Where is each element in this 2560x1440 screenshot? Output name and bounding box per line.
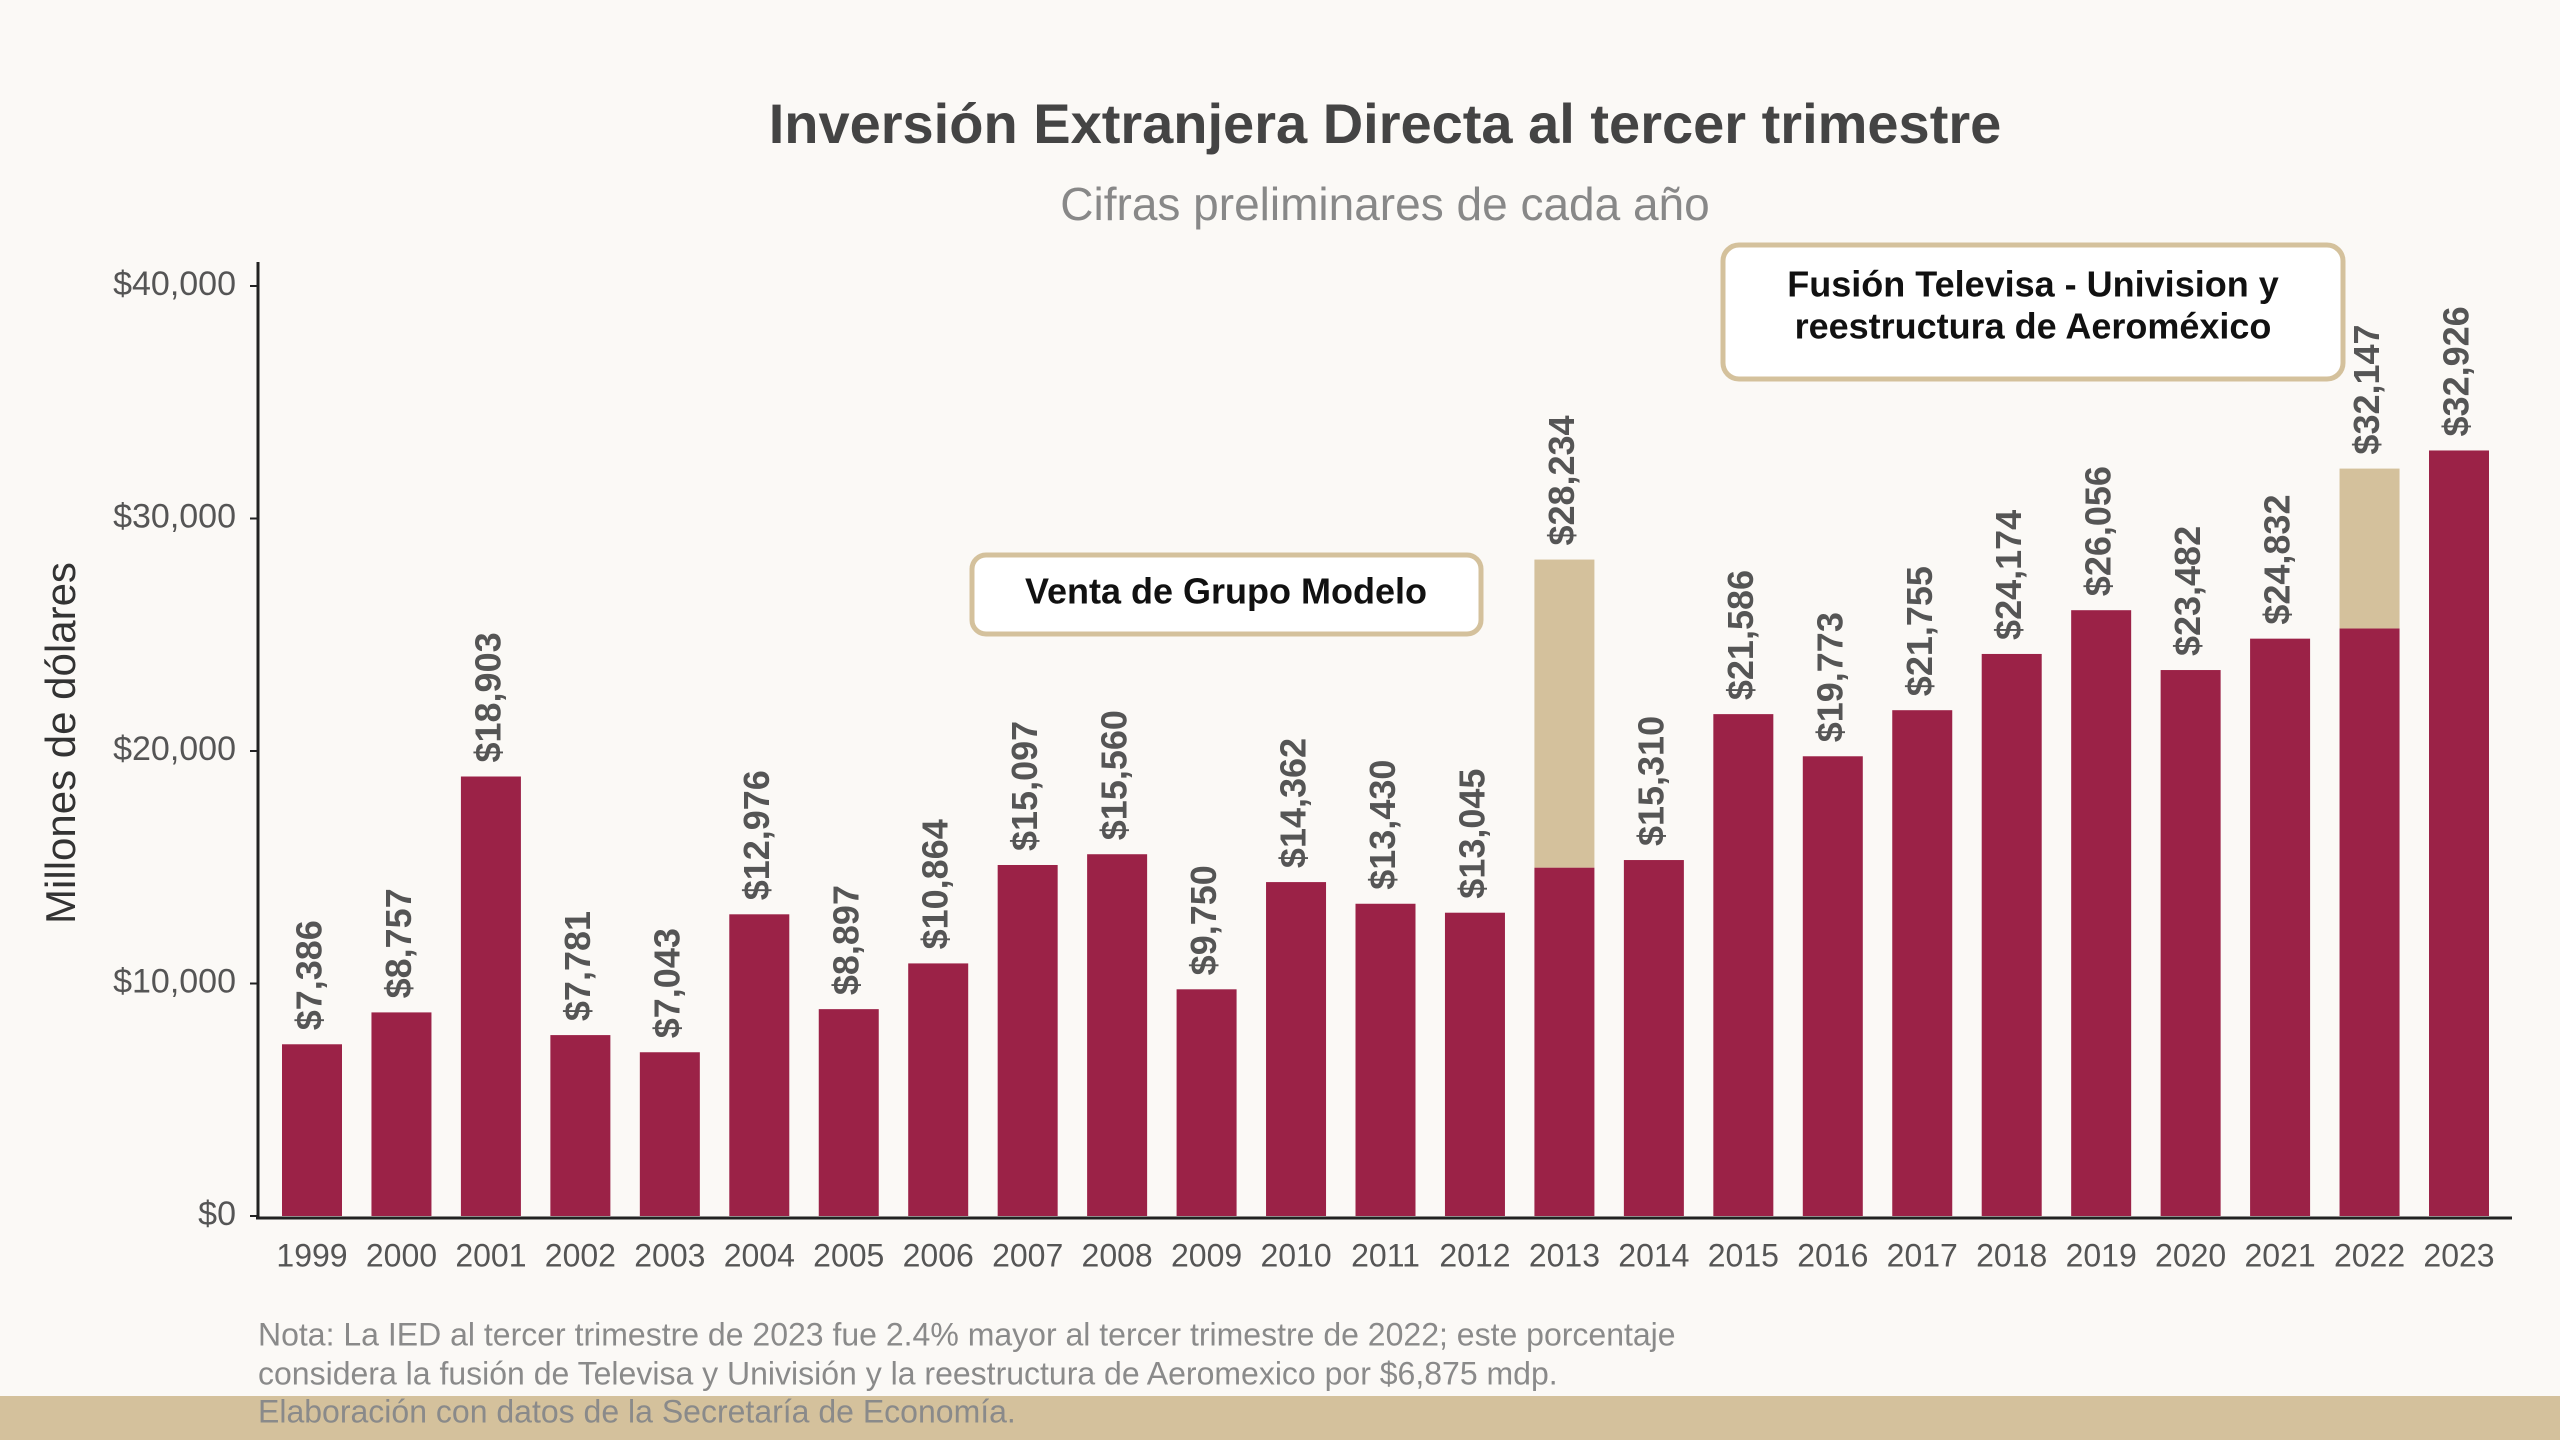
value-label: $21,755 xyxy=(1899,566,1940,696)
bar xyxy=(1534,867,1595,1216)
x-tick-label: 2001 xyxy=(455,1237,526,1273)
x-tick-label: 2015 xyxy=(1708,1237,1779,1273)
x-tick-label: 2021 xyxy=(2244,1237,2315,1273)
value-label: $24,832 xyxy=(2257,495,2298,625)
x-tick-label: 2004 xyxy=(724,1237,795,1273)
note: Nota: La IED al tercer trimestre de 2023… xyxy=(258,1316,1676,1352)
y-tick-label: $40,000 xyxy=(113,265,236,303)
x-tick-label: 2023 xyxy=(2423,1237,2494,1273)
value-label: $15,560 xyxy=(1094,710,1135,840)
bar xyxy=(1355,903,1416,1216)
bar xyxy=(818,1009,879,1216)
bar xyxy=(1534,559,1595,868)
value-label: $13,430 xyxy=(1362,760,1403,890)
x-tick-label: 2005 xyxy=(813,1237,884,1273)
bar xyxy=(1176,989,1237,1216)
x-tick-label: 2000 xyxy=(366,1237,437,1273)
x-tick-label: 2020 xyxy=(2155,1237,2226,1273)
bar xyxy=(2339,468,2400,629)
chart-subtitle: Cifras preliminares de cada año xyxy=(1060,178,1709,230)
value-label: $15,097 xyxy=(1004,721,1045,851)
bar xyxy=(639,1052,700,1216)
value-label: $28,234 xyxy=(1541,415,1582,545)
y-tick-label: $10,000 xyxy=(113,962,236,1000)
value-label: $21,586 xyxy=(1720,570,1761,700)
value-label: $9,750 xyxy=(1183,865,1224,975)
bar xyxy=(1981,653,2042,1216)
x-tick-label: 2010 xyxy=(1260,1237,1331,1273)
annotation: Venta de Grupo Modelo xyxy=(1025,571,1427,612)
x-tick-label: 2012 xyxy=(1439,1237,1510,1273)
bar xyxy=(2160,670,2221,1216)
value-label: $32,926 xyxy=(2436,306,2477,436)
value-label: $18,903 xyxy=(467,632,508,762)
bar xyxy=(2339,628,2400,1216)
note: Elaboración con datos de la Secretaría d… xyxy=(258,1393,1016,1429)
x-tick-label: 2002 xyxy=(545,1237,616,1273)
x-tick-label: 2011 xyxy=(1351,1237,1420,1273)
bar xyxy=(371,1012,432,1216)
bar xyxy=(282,1044,342,1216)
annotation-box xyxy=(969,552,1484,637)
bar xyxy=(1444,912,1505,1216)
bar xyxy=(997,864,1058,1216)
annotation: reestructura de Aeroméxico xyxy=(1795,306,2272,347)
annotation-box xyxy=(1720,242,2346,382)
x-tick-label: 2022 xyxy=(2334,1237,2405,1273)
chart-title: Inversión Extranjera Directa al tercer t… xyxy=(769,92,2002,155)
x-tick-label: 2017 xyxy=(1887,1237,1958,1273)
bar xyxy=(1623,860,1684,1216)
annotation: Fusión Televisa - Univision y xyxy=(1787,264,2278,305)
x-tick-label: 2003 xyxy=(634,1237,705,1273)
bar xyxy=(550,1035,611,1216)
bar xyxy=(1713,714,1774,1216)
bar xyxy=(729,914,790,1216)
value-label: $7,386 xyxy=(289,920,330,1030)
value-label: $12,976 xyxy=(736,770,777,900)
y-tick-label: $0 xyxy=(198,1195,236,1233)
note: considera la fusión de Televisa y Univis… xyxy=(258,1355,1558,1391)
x-tick-label: 2014 xyxy=(1618,1237,1689,1273)
value-label: $24,174 xyxy=(1988,510,2029,640)
value-label: $7,781 xyxy=(557,911,598,1021)
value-label: $13,045 xyxy=(1451,769,1492,899)
footer-band xyxy=(0,1396,2560,1440)
value-label: $23,482 xyxy=(2167,526,2208,656)
value-label: $10,864 xyxy=(915,819,956,949)
x-tick-label: 2008 xyxy=(1082,1237,1153,1273)
value-label: $14,362 xyxy=(1273,738,1314,868)
x-tick-label: 2009 xyxy=(1171,1237,1242,1273)
bar xyxy=(1892,710,1953,1216)
y-tick-label: $30,000 xyxy=(113,497,236,535)
value-label: $19,773 xyxy=(1809,612,1850,742)
bar xyxy=(2429,450,2489,1217)
value-label: $7,043 xyxy=(646,928,687,1038)
value-label: $32,147 xyxy=(2346,324,2387,454)
value-label: $15,310 xyxy=(1630,716,1671,846)
x-tick-label: 2019 xyxy=(2066,1237,2137,1273)
x-tick-label: 2006 xyxy=(903,1237,974,1273)
bar xyxy=(460,776,521,1216)
x-tick-label: 2018 xyxy=(1976,1237,2047,1273)
bar xyxy=(1802,756,1863,1216)
bar xyxy=(1266,882,1327,1216)
bar xyxy=(2250,638,2311,1216)
y-tick-label: $20,000 xyxy=(113,730,236,768)
y-axis-label: Millones de dólares xyxy=(37,562,84,924)
bar xyxy=(1087,854,1148,1216)
x-tick-label: 2007 xyxy=(992,1237,1063,1273)
bar xyxy=(2071,610,2132,1216)
value-label: $8,897 xyxy=(825,885,866,995)
x-tick-label: 2016 xyxy=(1797,1237,1868,1273)
bar xyxy=(908,963,969,1216)
x-tick-label: 2013 xyxy=(1529,1237,1600,1273)
x-tick-label: 1999 xyxy=(276,1237,347,1273)
value-label: $8,757 xyxy=(378,888,419,998)
value-label: $26,056 xyxy=(2078,466,2119,596)
